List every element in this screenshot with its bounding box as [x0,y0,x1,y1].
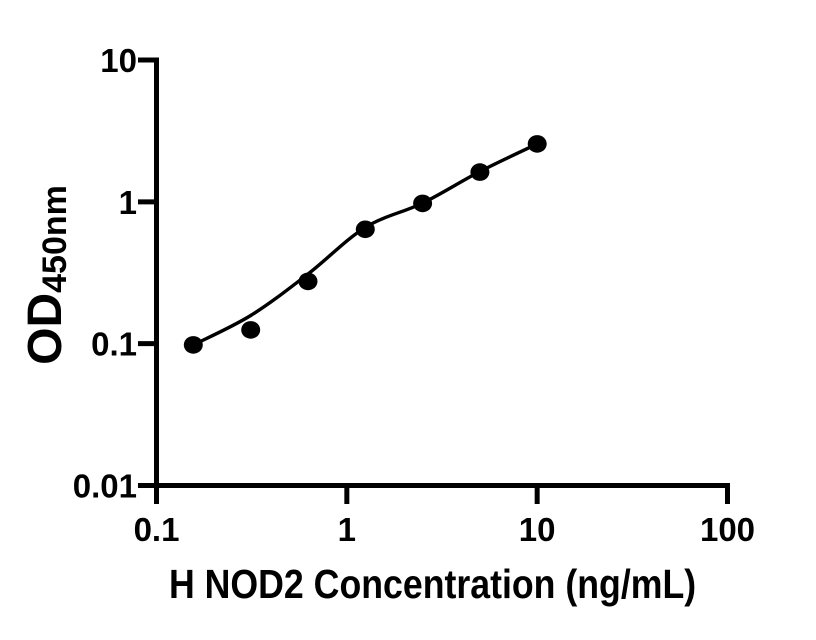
y-axis-title: OD450nm [16,125,76,425]
y-tick-label-1: 1 [119,184,137,221]
x-tick-label-10: 10 [519,511,556,548]
x-axis-title: H NOD2 Concentration (ng/mL) [169,561,697,607]
x-axis-tick-labels: 0.1 1 10 100 [134,511,755,548]
data-points [183,135,547,354]
data-point [241,321,261,339]
data-point [183,336,203,354]
x-tick-label-1: 1 [338,511,356,548]
axis-lines [154,57,730,488]
data-point [413,194,433,213]
data-point [298,272,318,291]
y-axis-title-subscript: 450nm [35,185,74,293]
y-tick-label-0.01: 0.01 [73,468,137,505]
x-tick-label-0.1: 0.1 [134,511,180,548]
data-point [527,135,547,153]
y-tick-label-0.1: 0.1 [91,326,137,363]
y-tick-label-10: 10 [100,42,137,79]
y-axis-ticks [138,57,157,488]
x-axis-ticks [154,485,730,504]
data-point [355,220,375,239]
x-tick-label-100: 100 [700,511,755,548]
y-axis-title-main: OD [19,292,72,365]
y-axis-tick-labels: 10 1 0.1 0.01 [73,42,137,505]
data-point [470,163,490,181]
